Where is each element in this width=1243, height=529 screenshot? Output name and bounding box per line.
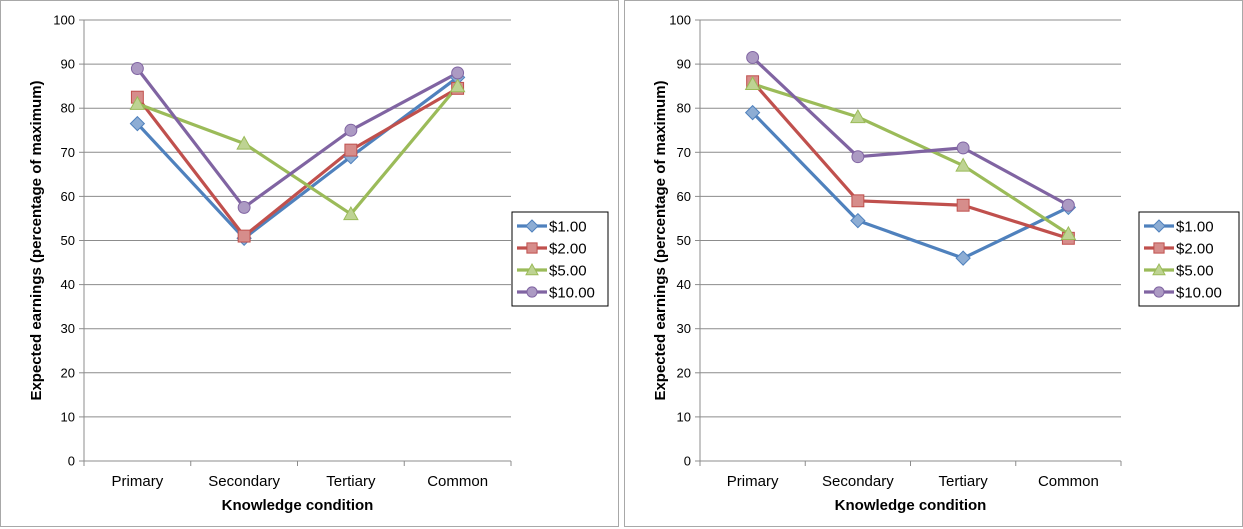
series-line [136,67,459,210]
data-point [850,108,866,124]
data-point [851,194,865,208]
x-tick-label: Tertiary [939,473,989,490]
y-tick-label: 0 [684,454,691,469]
x-tick-label: Primary [112,473,164,490]
y-axis-title: Expected earnings (percentage of maximum… [652,80,669,400]
y-tick-label: 60 [677,189,691,204]
line-chart-left: 0 10 20 30 40 50 60 70 80 90 100 Primary Secondary Te… [28,13,609,514]
data-point [130,62,144,75]
legend-marker [526,242,538,254]
data-point [344,123,358,137]
series-line [136,85,459,216]
legend-marker [526,286,538,298]
line-chart-right: 0 10 20 30 40 50 60 70 80 90 100 Primary Secondary Te… [652,13,1240,514]
legend-label: $2.00 [549,241,587,258]
data-point [343,206,359,221]
data-point [746,51,760,64]
data-point [850,212,866,229]
y-tick-label: 30 [677,321,691,336]
data-point [1060,225,1077,240]
series-line [136,86,459,238]
y-tick-label: 40 [61,277,75,292]
chart-panel-right: 0 10 20 30 40 50 60 70 80 90 100 Primary Secondary Te… [624,0,1243,527]
legend-marker [1152,219,1166,233]
x-tick-label: Secondary [208,473,280,490]
x-tick-label: Primary [727,473,779,490]
x-tick-label: Common [427,473,488,490]
legend-marker [1152,262,1166,276]
y-tick-label: 90 [61,57,75,72]
legend-marker [525,262,539,276]
legend-label: $2.00 [1176,241,1214,258]
x-axis-title: Knowledge condition [222,497,374,514]
y-tick-label: 100 [669,13,691,28]
legend-marker [525,219,539,233]
data-point [451,66,465,80]
data-point [237,229,251,243]
y-tick-label: 90 [677,57,691,72]
y-tick-label: 70 [677,145,691,160]
data-point [851,150,865,164]
data-point [236,135,252,150]
legend-label: $10.00 [549,285,595,302]
x-tick-label: Tertiary [326,473,376,490]
legend-label: $1.00 [549,219,587,236]
series-line [751,56,1070,207]
y-tick-label: 80 [677,101,691,116]
data-point [955,250,971,266]
series-line [136,76,459,240]
data-point [237,200,251,214]
series-line [751,80,1069,240]
x-axis-title: Knowledge condition [835,497,987,514]
y-axis-title: Expected earnings (percentage of maximum… [28,80,45,400]
y-tick-label: 20 [61,365,75,380]
y-tick-label: 10 [61,409,75,424]
legend-marker [1153,242,1165,254]
y-tick-label: 40 [677,277,691,292]
y-tick-label: 50 [677,233,691,248]
legend-marker [1153,286,1165,298]
data-point [956,198,970,212]
legend-label: $5.00 [1176,263,1214,280]
y-tick-label: 30 [61,321,75,336]
series-line [751,111,1070,260]
y-tick-label: 50 [61,233,75,248]
legend-label: $10.00 [1176,285,1222,302]
legend-label: $5.00 [549,263,587,280]
y-tick-label: 20 [677,365,691,380]
data-point [1061,198,1075,212]
chart-panel-left: 0 10 20 30 40 50 60 70 80 90 100 Primary Secondary Te… [0,0,619,527]
x-tick-label: Common [1038,473,1099,490]
data-point [449,78,466,93]
y-tick-label: 0 [68,454,75,469]
data-point [129,115,146,132]
data-point [744,104,761,121]
series-line [752,82,1070,236]
y-tick-label: 80 [61,101,75,116]
legend-label: $1.00 [1176,219,1214,236]
y-tick-label: 60 [61,189,75,204]
data-point [344,143,358,157]
y-tick-label: 70 [61,145,75,160]
x-tick-label: Secondary [822,473,894,490]
data-point [956,141,970,155]
y-tick-label: 100 [53,13,75,28]
data-point [955,157,971,172]
y-tick-label: 10 [677,409,691,424]
data-point [744,75,761,91]
data-point [129,95,146,110]
